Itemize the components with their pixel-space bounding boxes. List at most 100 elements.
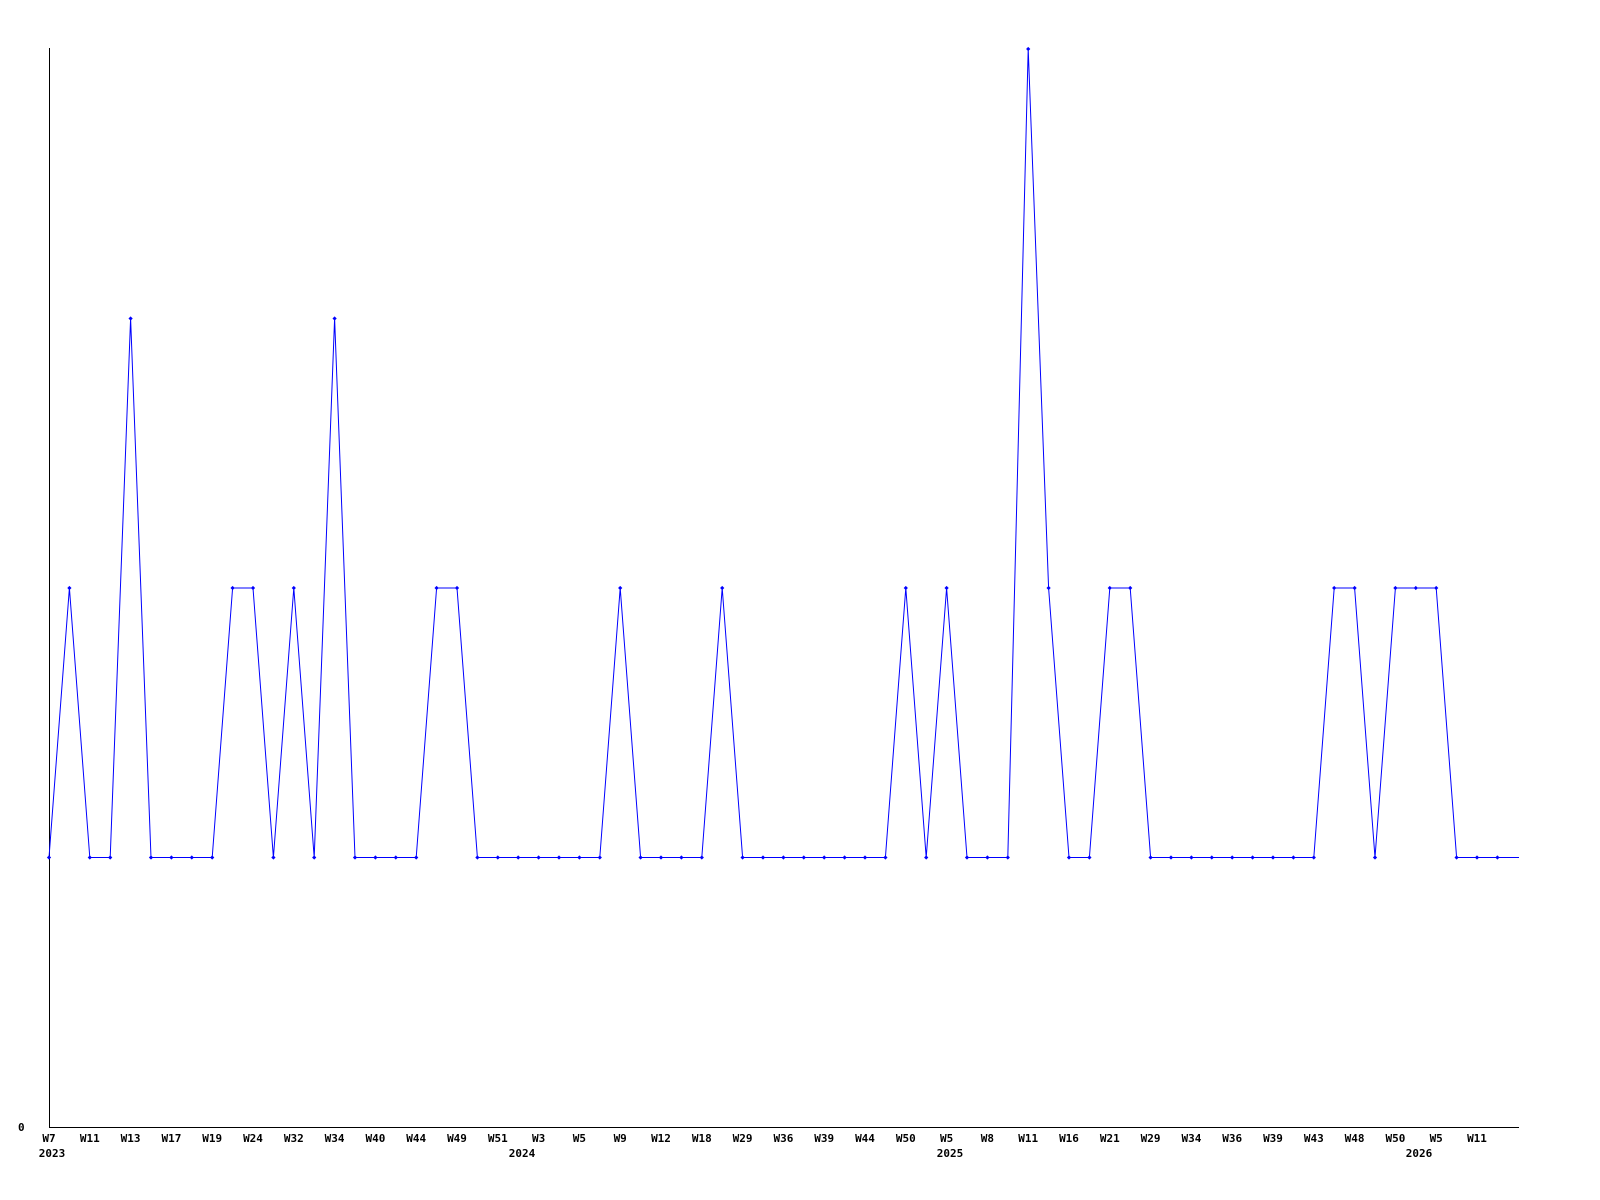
data-point: [475, 855, 480, 860]
x-tick-label: W8: [981, 1132, 994, 1145]
data-point: [801, 855, 806, 860]
data-point: [822, 855, 827, 860]
data-point: [944, 585, 949, 591]
data-point: [1372, 855, 1378, 860]
data-point: [903, 585, 908, 591]
data-point: [618, 585, 623, 591]
data-point: [250, 585, 256, 591]
x-tick-label: W24: [243, 1132, 263, 1145]
data-point: [1434, 585, 1439, 591]
year-label: 2026: [1406, 1147, 1433, 1160]
data-point: [638, 855, 643, 860]
data-point: [1250, 855, 1255, 860]
year-label: 2024: [509, 1147, 536, 1160]
x-tick-label: W11: [1467, 1132, 1487, 1145]
data-point: [393, 855, 398, 860]
data-point: [536, 855, 541, 860]
x-tick-label: W12: [651, 1132, 671, 1145]
data-point: [1189, 855, 1194, 860]
data-point: [924, 855, 929, 860]
data-point: [189, 855, 194, 860]
data-point: [495, 855, 500, 860]
data-point: [373, 855, 378, 860]
data-point: [1026, 46, 1031, 52]
data-point: [516, 855, 521, 860]
x-tick-label: W43: [1304, 1132, 1324, 1145]
x-tick-label: W34: [1181, 1132, 1201, 1145]
x-tick-label: W5: [940, 1132, 953, 1145]
data-point: [454, 585, 460, 591]
data-point: [67, 585, 72, 591]
x-tick-label: W7: [42, 1132, 55, 1145]
data-point: [781, 855, 786, 860]
x-tick-label: W11: [1018, 1132, 1038, 1145]
year-label: 2025: [937, 1147, 964, 1160]
data-point: [434, 585, 439, 591]
x-tick-label: W3: [532, 1132, 545, 1145]
data-point: [862, 855, 868, 860]
x-tick-label: W39: [814, 1132, 834, 1145]
data-point: [332, 316, 337, 321]
data-point: [577, 855, 582, 860]
data-point: [1413, 585, 1418, 591]
data-point: [1168, 855, 1174, 860]
data-point: [414, 855, 419, 860]
x-tick-label: W50: [896, 1132, 916, 1145]
x-tick-label: W36: [1222, 1132, 1242, 1145]
data-point: [1393, 585, 1398, 591]
y-tick-label: 0: [18, 1121, 25, 1134]
x-tick-label: W50: [1385, 1132, 1405, 1145]
data-point: [1495, 855, 1500, 860]
data-point: [1230, 855, 1235, 860]
data-point: [740, 855, 745, 860]
data-point: [169, 855, 174, 860]
data-point: [291, 585, 296, 591]
data-point: [210, 855, 215, 860]
x-tick-label: W9: [614, 1132, 627, 1145]
data-point: [312, 855, 317, 860]
x-tick-label: W11: [80, 1132, 100, 1145]
data-point: [1128, 585, 1133, 591]
data-point: [352, 855, 358, 860]
data-point: [128, 316, 133, 321]
x-tick-label: W29: [1141, 1132, 1161, 1145]
data-point: [271, 855, 276, 860]
data-point: [597, 855, 602, 860]
x-tick-label: W44: [406, 1132, 426, 1145]
data-point: [842, 855, 847, 860]
x-tick-label: W18: [692, 1132, 712, 1145]
x-tick-label: W5: [1430, 1132, 1443, 1145]
series-line: [48, 48, 1519, 858]
data-point: [1107, 585, 1112, 591]
x-tick-label: W17: [161, 1132, 181, 1145]
data-point: [1474, 855, 1480, 860]
data-point: [1046, 585, 1051, 591]
data-point: [1209, 855, 1214, 860]
data-point: [1311, 855, 1316, 860]
data-point: [556, 855, 562, 860]
x-tick-label: W39: [1263, 1132, 1283, 1145]
data-point: [1087, 855, 1092, 860]
x-tick-label: W51: [488, 1132, 508, 1145]
data-point: [679, 855, 684, 860]
data-point: [1066, 855, 1072, 860]
data-point: [148, 855, 154, 860]
x-tick-label: W21: [1100, 1132, 1120, 1145]
year-label: 2023: [39, 1147, 66, 1160]
data-point: [720, 585, 725, 591]
x-tick-label: W49: [447, 1132, 467, 1145]
data-point: [699, 855, 704, 860]
data-point: [108, 855, 113, 860]
x-tick-label: W19: [202, 1132, 222, 1145]
x-tick-label: W48: [1345, 1132, 1365, 1145]
data-point: [87, 855, 92, 860]
x-tick-label: W40: [365, 1132, 385, 1145]
data-point: [1005, 855, 1010, 860]
data-point: [46, 855, 52, 860]
x-tick-label: W13: [121, 1132, 141, 1145]
x-tick-label: W36: [773, 1132, 793, 1145]
data-point: [883, 855, 888, 860]
data-point: [964, 855, 970, 860]
data-point: [658, 855, 664, 860]
x-tick-label: W44: [855, 1132, 875, 1145]
